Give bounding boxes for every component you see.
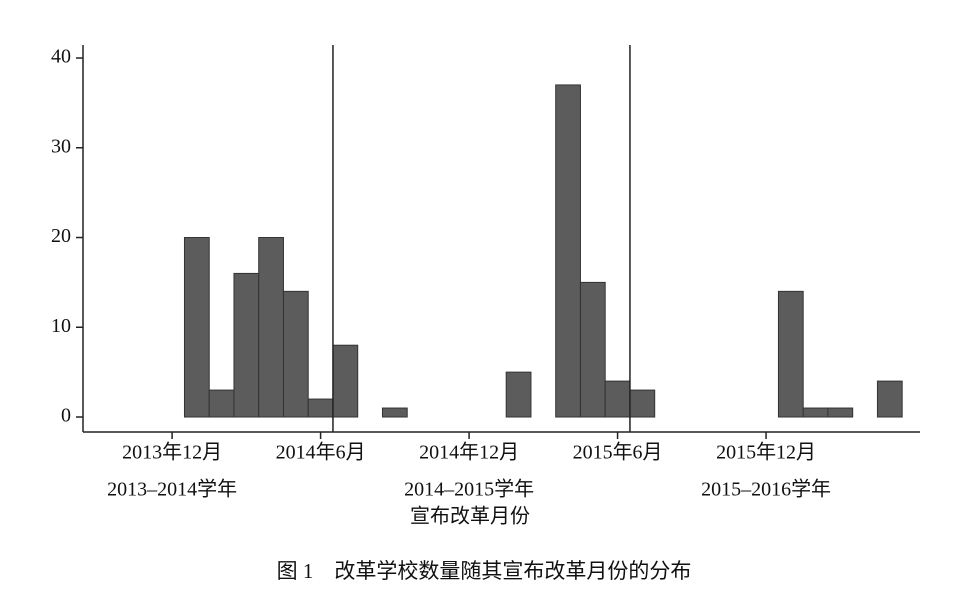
school-year-label: 2015–2016学年 <box>701 478 831 501</box>
bar <box>876 380 903 418</box>
bar <box>332 344 359 418</box>
bar <box>282 290 309 418</box>
bar <box>579 281 606 418</box>
bar <box>505 371 532 418</box>
bar <box>258 237 284 418</box>
bar <box>183 237 210 418</box>
x-tick-label: 2013年12月 <box>122 441 222 464</box>
bar <box>802 407 829 418</box>
bar <box>604 380 631 418</box>
x-axis-label: 宣布改革月份 <box>410 505 530 528</box>
bar <box>777 290 804 418</box>
bar <box>307 398 334 418</box>
x-tick-label: 2014年12月 <box>419 441 519 464</box>
bar <box>555 84 581 418</box>
bar <box>208 389 235 418</box>
bar <box>381 407 408 418</box>
y-tick-label: 40 <box>51 46 71 68</box>
x-tick-label: 2015年6月 <box>573 441 663 464</box>
school-year-label: 2013–2014学年 <box>107 478 237 501</box>
y-tick-label: 20 <box>51 225 71 247</box>
bar <box>629 389 656 418</box>
bar <box>233 272 260 418</box>
y-tick-label: 10 <box>51 315 71 337</box>
x-tick-label: 2015年12月 <box>716 441 816 464</box>
bar <box>827 407 854 418</box>
x-tick-label: 2014年6月 <box>276 441 366 464</box>
school-year-label: 2014–2015学年 <box>404 478 534 501</box>
y-tick-label: 0 <box>61 405 71 427</box>
y-tick-label: 30 <box>51 135 71 157</box>
caption: 图 1 改革学校数量随其宣布改革月份的分布 <box>277 559 692 583</box>
